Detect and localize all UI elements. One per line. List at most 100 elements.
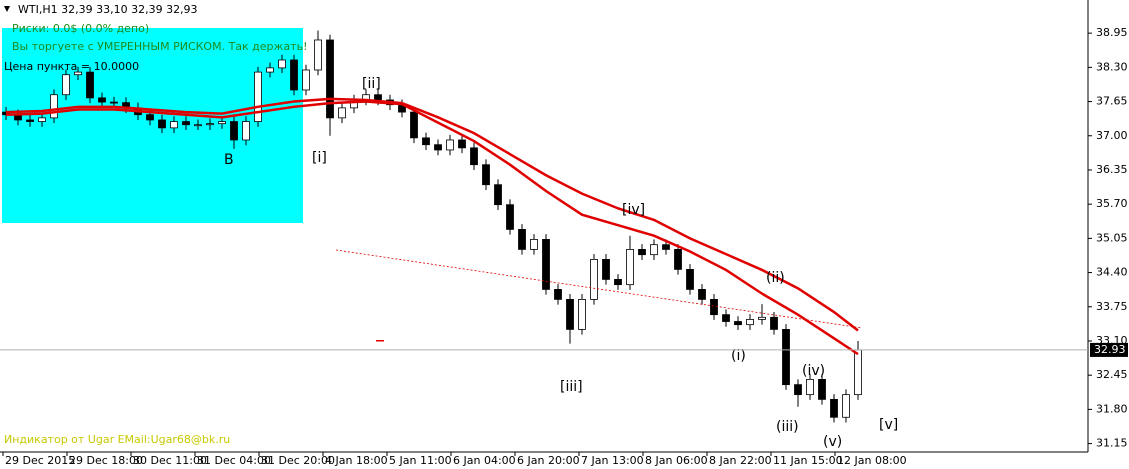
candle-body <box>74 71 82 76</box>
y-tick-label: 35.05 <box>1096 231 1128 244</box>
candle-body <box>182 121 190 126</box>
candle-body <box>854 349 862 396</box>
x-tick-label: 7 Jan 13:00 <box>581 454 644 467</box>
x-tick-label: 6 Jan 04:00 <box>453 454 516 467</box>
candle-body <box>470 147 478 166</box>
y-tick-label: 37.65 <box>1096 95 1128 108</box>
candle-body <box>146 114 154 121</box>
info-risk: Риски: 0.0$ (0.0% депо) <box>12 22 149 35</box>
candle-body <box>794 384 802 396</box>
x-tick-label: 31 Dec 20:00 <box>261 454 335 467</box>
candle-body <box>578 299 586 330</box>
candle-body <box>458 139 466 149</box>
candle-body <box>686 269 694 290</box>
candle-body <box>614 279 622 286</box>
candle-body <box>110 101 118 104</box>
wave-label: (iii) <box>776 419 799 435</box>
x-tick-label: 6 Jan 20:00 <box>517 454 580 467</box>
candle-body <box>266 67 274 73</box>
candle-body <box>602 259 610 280</box>
y-tick-label: 38.30 <box>1096 60 1128 73</box>
candle-body <box>830 398 838 418</box>
candle-body <box>674 249 682 270</box>
risk-zone <box>2 28 303 223</box>
candle-body <box>158 119 166 129</box>
candle-body <box>638 249 646 256</box>
candle-body <box>746 318 754 326</box>
x-tick-label: 8 Jan 22:00 <box>709 454 772 467</box>
candle-body <box>554 289 562 300</box>
wave-label: (v) <box>823 434 842 450</box>
x-tick-label: 30 Dec 11:00 <box>133 454 207 467</box>
y-tick-label: 31.15 <box>1096 437 1128 450</box>
candle-body <box>542 239 550 290</box>
moving-average <box>5 100 859 356</box>
candle-body <box>290 59 298 91</box>
candle-body <box>806 378 814 396</box>
candle-body <box>218 121 226 125</box>
info-point: Цена пункта = 10.0000 <box>4 60 139 73</box>
candle-body <box>494 184 502 206</box>
wave-label: [i] <box>312 150 327 166</box>
candle-body <box>530 239 538 250</box>
candle-body <box>26 119 34 122</box>
candle-body <box>518 229 526 250</box>
y-tick-label: 38.95 <box>1096 26 1128 39</box>
candle-body <box>506 204 514 230</box>
wave-label: [iv] <box>622 202 645 218</box>
moving-average <box>5 97 859 332</box>
wave-label: [ii] <box>362 76 381 92</box>
candle-body <box>782 328 790 386</box>
candle-body <box>86 71 94 99</box>
candle-body <box>326 39 334 119</box>
x-tick-label: 31 Dec 04:00 <box>197 454 271 467</box>
x-tick-label: 4 Jan 18:00 <box>325 454 388 467</box>
candle-body <box>722 314 730 322</box>
candle-body <box>410 111 418 139</box>
candle-body <box>314 39 322 71</box>
candle-body <box>482 164 490 186</box>
x-tick-label: 8 Jan 06:00 <box>645 454 708 467</box>
trend-line <box>335 249 863 329</box>
candle-body <box>734 321 742 326</box>
candle-body <box>590 259 598 300</box>
candle-body <box>242 121 250 141</box>
candle-body <box>206 123 214 126</box>
title-icon <box>4 6 10 12</box>
wave-label: (i) <box>731 348 746 364</box>
candle-body <box>170 121 178 129</box>
x-tick-label: 29 Dec 18:00 <box>69 454 143 467</box>
y-tick-label: 36.35 <box>1096 163 1128 176</box>
candle-body <box>194 124 202 127</box>
candle-body <box>710 299 718 316</box>
candle-body <box>422 137 430 146</box>
candle-body <box>374 94 382 101</box>
candle-body <box>278 59 286 69</box>
x-tick-label: 29 Dec 2015 <box>5 454 75 467</box>
info-advice: Вы торгуете с УМЕРЕННЫМ РИСКОМ. Так держ… <box>12 40 308 53</box>
candle-body <box>338 107 346 119</box>
candle-body <box>98 97 106 103</box>
candle-body <box>62 74 70 96</box>
y-tick-label: 33.75 <box>1096 300 1128 313</box>
wave-label: [v] <box>879 417 898 433</box>
x-tick-label: 11 Jan 15:00 <box>773 454 843 467</box>
y-tick-label: 34.40 <box>1096 266 1128 279</box>
candle-body <box>818 378 826 400</box>
marker <box>376 340 384 342</box>
wave-label: (ii) <box>766 270 785 286</box>
candle-body <box>698 289 706 300</box>
y-tick-label: 35.70 <box>1096 197 1128 210</box>
candle-body <box>50 94 58 119</box>
y-tick-label: 31.80 <box>1096 402 1128 415</box>
chart-title: WTI,H1 32,39 33,10 32,39 32,93 <box>18 3 198 16</box>
candle-body <box>566 299 574 330</box>
last-price-box <box>1090 342 1128 357</box>
footer-note: Индикатор от Ugar EMail:Ugar68@bk.ru <box>4 433 230 446</box>
candle-body <box>758 316 766 320</box>
wave-label: [iii] <box>560 379 583 395</box>
candle-body <box>302 69 310 91</box>
candle-body <box>254 71 262 122</box>
